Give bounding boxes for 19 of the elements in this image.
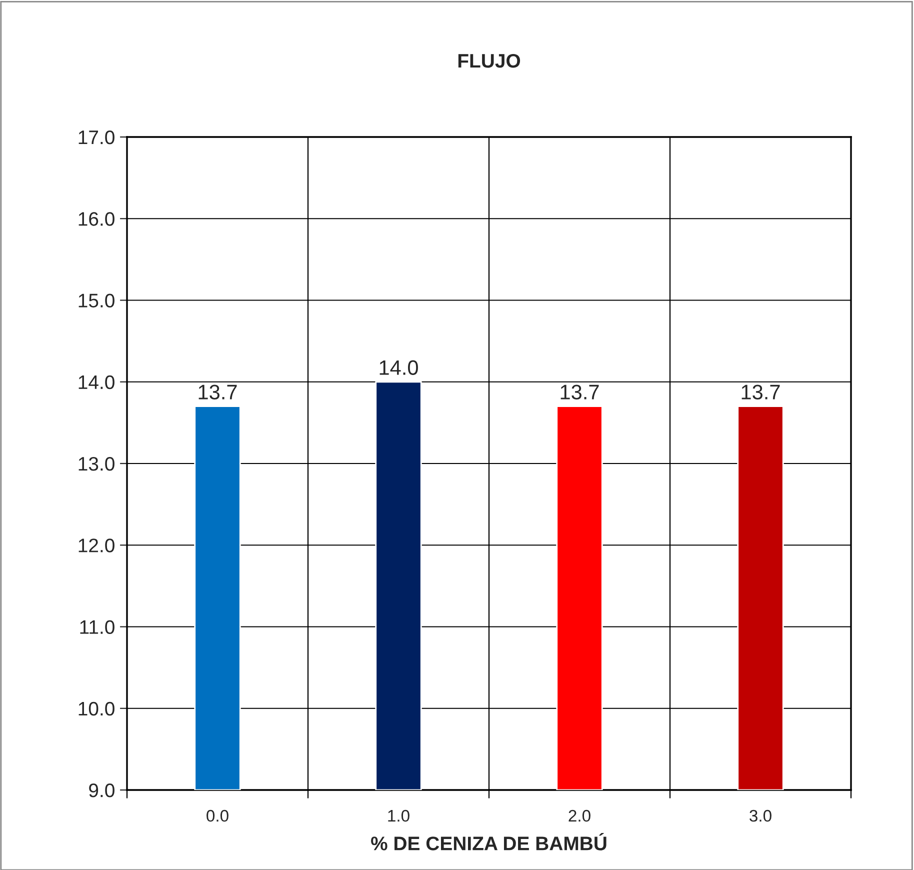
x-tick-label: 0.0	[206, 810, 228, 822]
data-label: 14.0	[380, 360, 418, 375]
x-tick-label: 1.0	[388, 810, 410, 822]
y-tick-label: 15.0	[78, 294, 114, 308]
y-tick-label: 10.0	[78, 702, 114, 716]
data-label: 13.7	[742, 384, 780, 400]
y-tick-label: 11.0	[80, 620, 114, 634]
y-tick-label: 16.0	[78, 212, 114, 226]
y-tick-label: 13.0	[78, 456, 114, 471]
x-tick-label: 3.0	[750, 810, 772, 822]
y-tick-label: 14.0	[78, 375, 114, 390]
x-tick-label: 2.0	[568, 810, 590, 822]
data-label: 13.7	[198, 384, 237, 400]
data-label: 13.7	[560, 384, 599, 400]
x-axis-title: % DE CENIZA DE BAMBÚ	[371, 832, 606, 850]
y-tick-label: 12.0	[78, 538, 114, 552]
chart-title: FLUJO	[458, 54, 520, 68]
y-tick-label: 9.0	[89, 783, 114, 798]
y-tick-label: 17.0	[78, 130, 114, 144]
